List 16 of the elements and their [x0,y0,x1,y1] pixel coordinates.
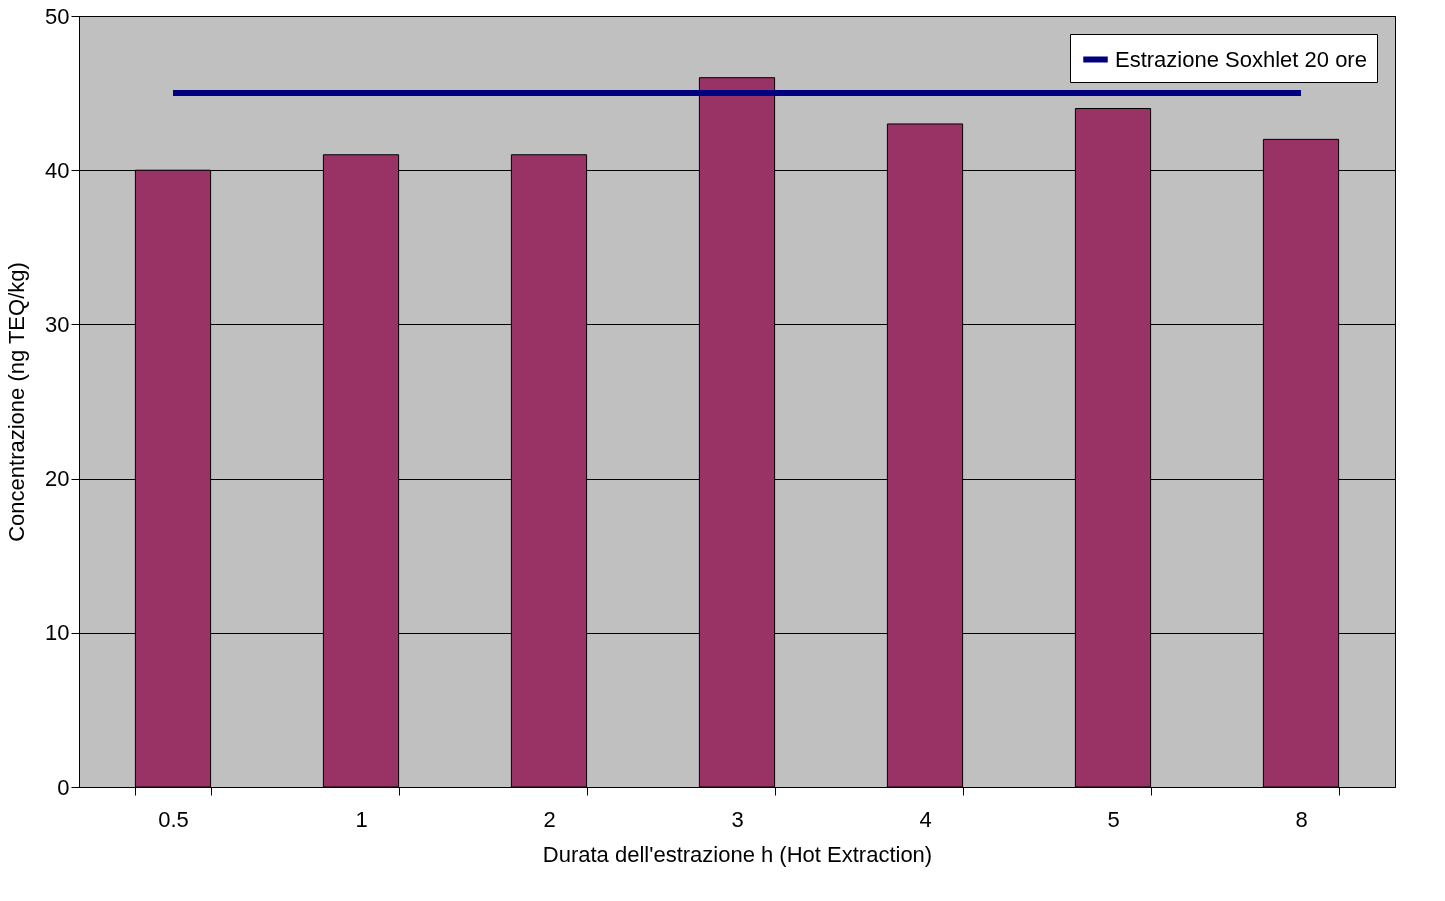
x-tick-label: 0.5 [158,806,189,832]
y-tick-label: 40 [45,157,70,183]
x-tick-label: 1 [355,806,368,832]
x-tick-label: 5 [1107,806,1120,832]
x-tick-label: 2 [543,806,556,832]
x-tick-label: 3 [731,806,744,832]
y-tick-label: 20 [45,466,70,492]
y-tick-label: 10 [45,620,70,646]
y-tick-label: 50 [45,3,70,29]
y-tick-label: 0 [57,774,70,800]
legend-label: Estrazione Soxhlet 20 ore [1115,46,1367,72]
x-axis-title: Durata dell'estrazione h (Hot Extraction) [542,841,933,867]
y-axis-title: Concentrazione (ng TEQ/kg) [4,262,30,542]
y-tick-label: 30 [45,311,70,337]
x-tick-label: 8 [1295,806,1308,832]
x-tick-label: 4 [919,806,932,832]
